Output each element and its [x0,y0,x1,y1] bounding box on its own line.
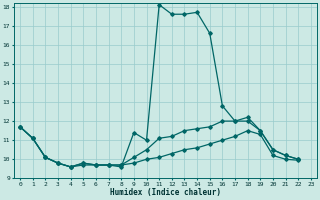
X-axis label: Humidex (Indice chaleur): Humidex (Indice chaleur) [110,188,221,197]
